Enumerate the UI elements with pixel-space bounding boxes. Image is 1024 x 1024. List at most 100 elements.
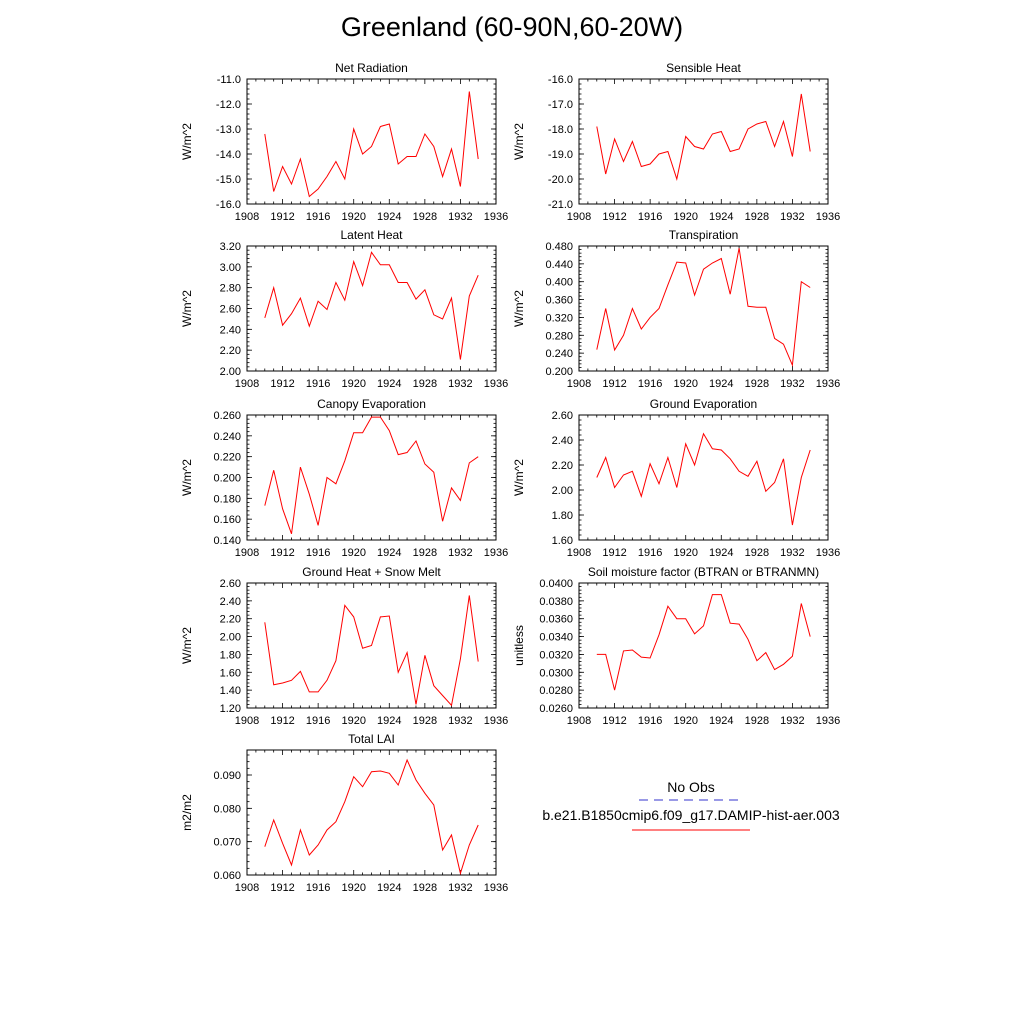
panel-title: Total LAI (348, 732, 395, 746)
x-tick-label: 1928 (413, 378, 437, 390)
y-tick-label: 0.240 (545, 348, 573, 360)
x-tick-label: 1920 (341, 211, 365, 223)
y-tick-label: 0.400 (545, 277, 573, 289)
panel-4: Transpiration W/m^2 1908 1912 1916 1920 1924 19… (512, 228, 840, 390)
x-tick-label: 1924 (709, 378, 733, 390)
x-tick-label: 1932 (780, 211, 804, 223)
x-tick-label: 1916 (638, 211, 662, 223)
y-tick-label: 3.20 (220, 241, 241, 253)
y-tick-label: 1.80 (220, 649, 241, 661)
x-tick-label: 1928 (413, 882, 437, 894)
y-tick-label: 3.00 (220, 262, 241, 274)
x-tick-label: 1924 (377, 715, 401, 727)
x-tick-label: 1908 (235, 211, 259, 223)
y-tick-label: 1.60 (220, 667, 241, 679)
x-tick-label: 1936 (816, 378, 840, 390)
x-tick-label: 1924 (377, 378, 401, 390)
x-tick-label: 1920 (673, 715, 697, 727)
y-tick-label: 0.440 (545, 259, 573, 271)
panel-8: Soil moisture factor (BTRAN or BTRANMN) u… (512, 565, 840, 727)
x-tick-label: 1916 (306, 211, 330, 223)
panel-title: Ground Evaporation (650, 397, 757, 411)
page-title: Greenland (60-90N,60-20W) (340, 12, 684, 42)
y-axis-label: W/m^2 (180, 290, 194, 327)
plot-frame (578, 582, 829, 709)
y-tick-label: 0.080 (213, 803, 241, 815)
panel-title: Soil moisture factor (BTRAN or BTRANMN) (588, 565, 819, 579)
panel-title: Net Radiation (335, 61, 408, 75)
y-axis-label: W/m^2 (512, 459, 526, 496)
y-tick-label: -21.0 (548, 199, 573, 211)
x-tick-label: 1924 (377, 211, 401, 223)
x-tick-label: 1908 (235, 378, 259, 390)
panel-9: Total LAI m2/m2 1908 1912 1916 1920 1924 1928 19… (180, 732, 508, 894)
y-tick-label: 0.260 (213, 410, 241, 422)
y-tick-label: 0.0300 (539, 667, 573, 679)
y-tick-label: -11.0 (217, 74, 241, 86)
y-tick-label: 0.070 (213, 837, 241, 849)
x-tick-label: 1916 (638, 547, 662, 559)
x-tick-label: 1932 (448, 882, 472, 894)
x-tick-label: 1928 (745, 378, 769, 390)
x-tick-label: 1916 (638, 378, 662, 390)
x-tick-label: 1932 (780, 715, 804, 727)
x-tick-label: 1916 (306, 882, 330, 894)
x-tick-label: 1920 (341, 547, 365, 559)
x-tick-label: 1908 (567, 547, 591, 559)
y-tick-label: 1.40 (220, 685, 241, 697)
y-tick-label: 1.80 (552, 510, 573, 522)
y-tick-label: 2.20 (552, 460, 573, 472)
y-tick-label: 0.0380 (539, 596, 573, 608)
y-tick-label: -20.0 (548, 174, 573, 186)
x-tick-label: 1924 (709, 211, 733, 223)
x-tick-label: 1912 (602, 547, 626, 559)
x-tick-label: 1924 (709, 547, 733, 559)
y-tick-label: 2.00 (220, 632, 241, 644)
y-tick-label: 0.200 (545, 366, 573, 378)
series-line (596, 594, 811, 691)
y-tick-label: -17.0 (548, 99, 573, 111)
y-tick-label: -19.0 (548, 149, 573, 161)
series-line (264, 251, 479, 360)
x-tick-label: 1912 (270, 378, 294, 390)
x-tick-label: 1928 (745, 211, 769, 223)
y-tick-label: 0.0360 (539, 614, 573, 626)
y-tick-label: -18.0 (548, 124, 573, 136)
y-tick-label: 0.090 (213, 770, 241, 782)
x-tick-label: 1936 (484, 211, 508, 223)
x-tick-label: 1916 (306, 547, 330, 559)
plot-frame (246, 78, 497, 205)
x-tick-label: 1936 (816, 211, 840, 223)
x-tick-label: 1920 (673, 547, 697, 559)
y-tick-label: 1.20 (220, 703, 241, 715)
y-tick-label: 2.40 (552, 435, 573, 447)
series-line (264, 416, 479, 534)
x-tick-label: 1920 (673, 211, 697, 223)
y-tick-label: 0.140 (213, 535, 241, 547)
y-tick-label: 0.320 (545, 312, 573, 324)
y-tick-label: 0.160 (213, 514, 241, 526)
panel-6: Ground Evaporation W/m^2 1908 1912 1916 1920 1… (512, 397, 840, 559)
y-tick-label: 2.80 (220, 283, 241, 295)
panel-title: Canopy Evaporation (317, 397, 426, 411)
x-tick-label: 1912 (602, 715, 626, 727)
x-tick-label: 1932 (780, 547, 804, 559)
x-tick-label: 1920 (341, 378, 365, 390)
y-axis-label: W/m^2 (512, 290, 526, 327)
legend-label: No Obs (667, 779, 715, 795)
panel-title: Latent Heat (340, 228, 403, 242)
y-axis-label: unitless (512, 625, 526, 666)
x-tick-label: 1916 (638, 715, 662, 727)
y-tick-label: 2.40 (220, 324, 241, 336)
series-line (596, 93, 811, 181)
y-tick-label: 0.480 (545, 241, 573, 253)
x-tick-label: 1936 (816, 715, 840, 727)
y-tick-label: 2.40 (220, 596, 241, 608)
y-tick-label: -12.0 (216, 99, 241, 111)
x-tick-label: 1912 (602, 211, 626, 223)
series-line (264, 758, 479, 876)
x-tick-label: 1936 (484, 715, 508, 727)
y-tick-label: 0.0320 (539, 649, 573, 661)
x-tick-label: 1916 (306, 715, 330, 727)
y-tick-label: 0.0400 (539, 578, 573, 590)
